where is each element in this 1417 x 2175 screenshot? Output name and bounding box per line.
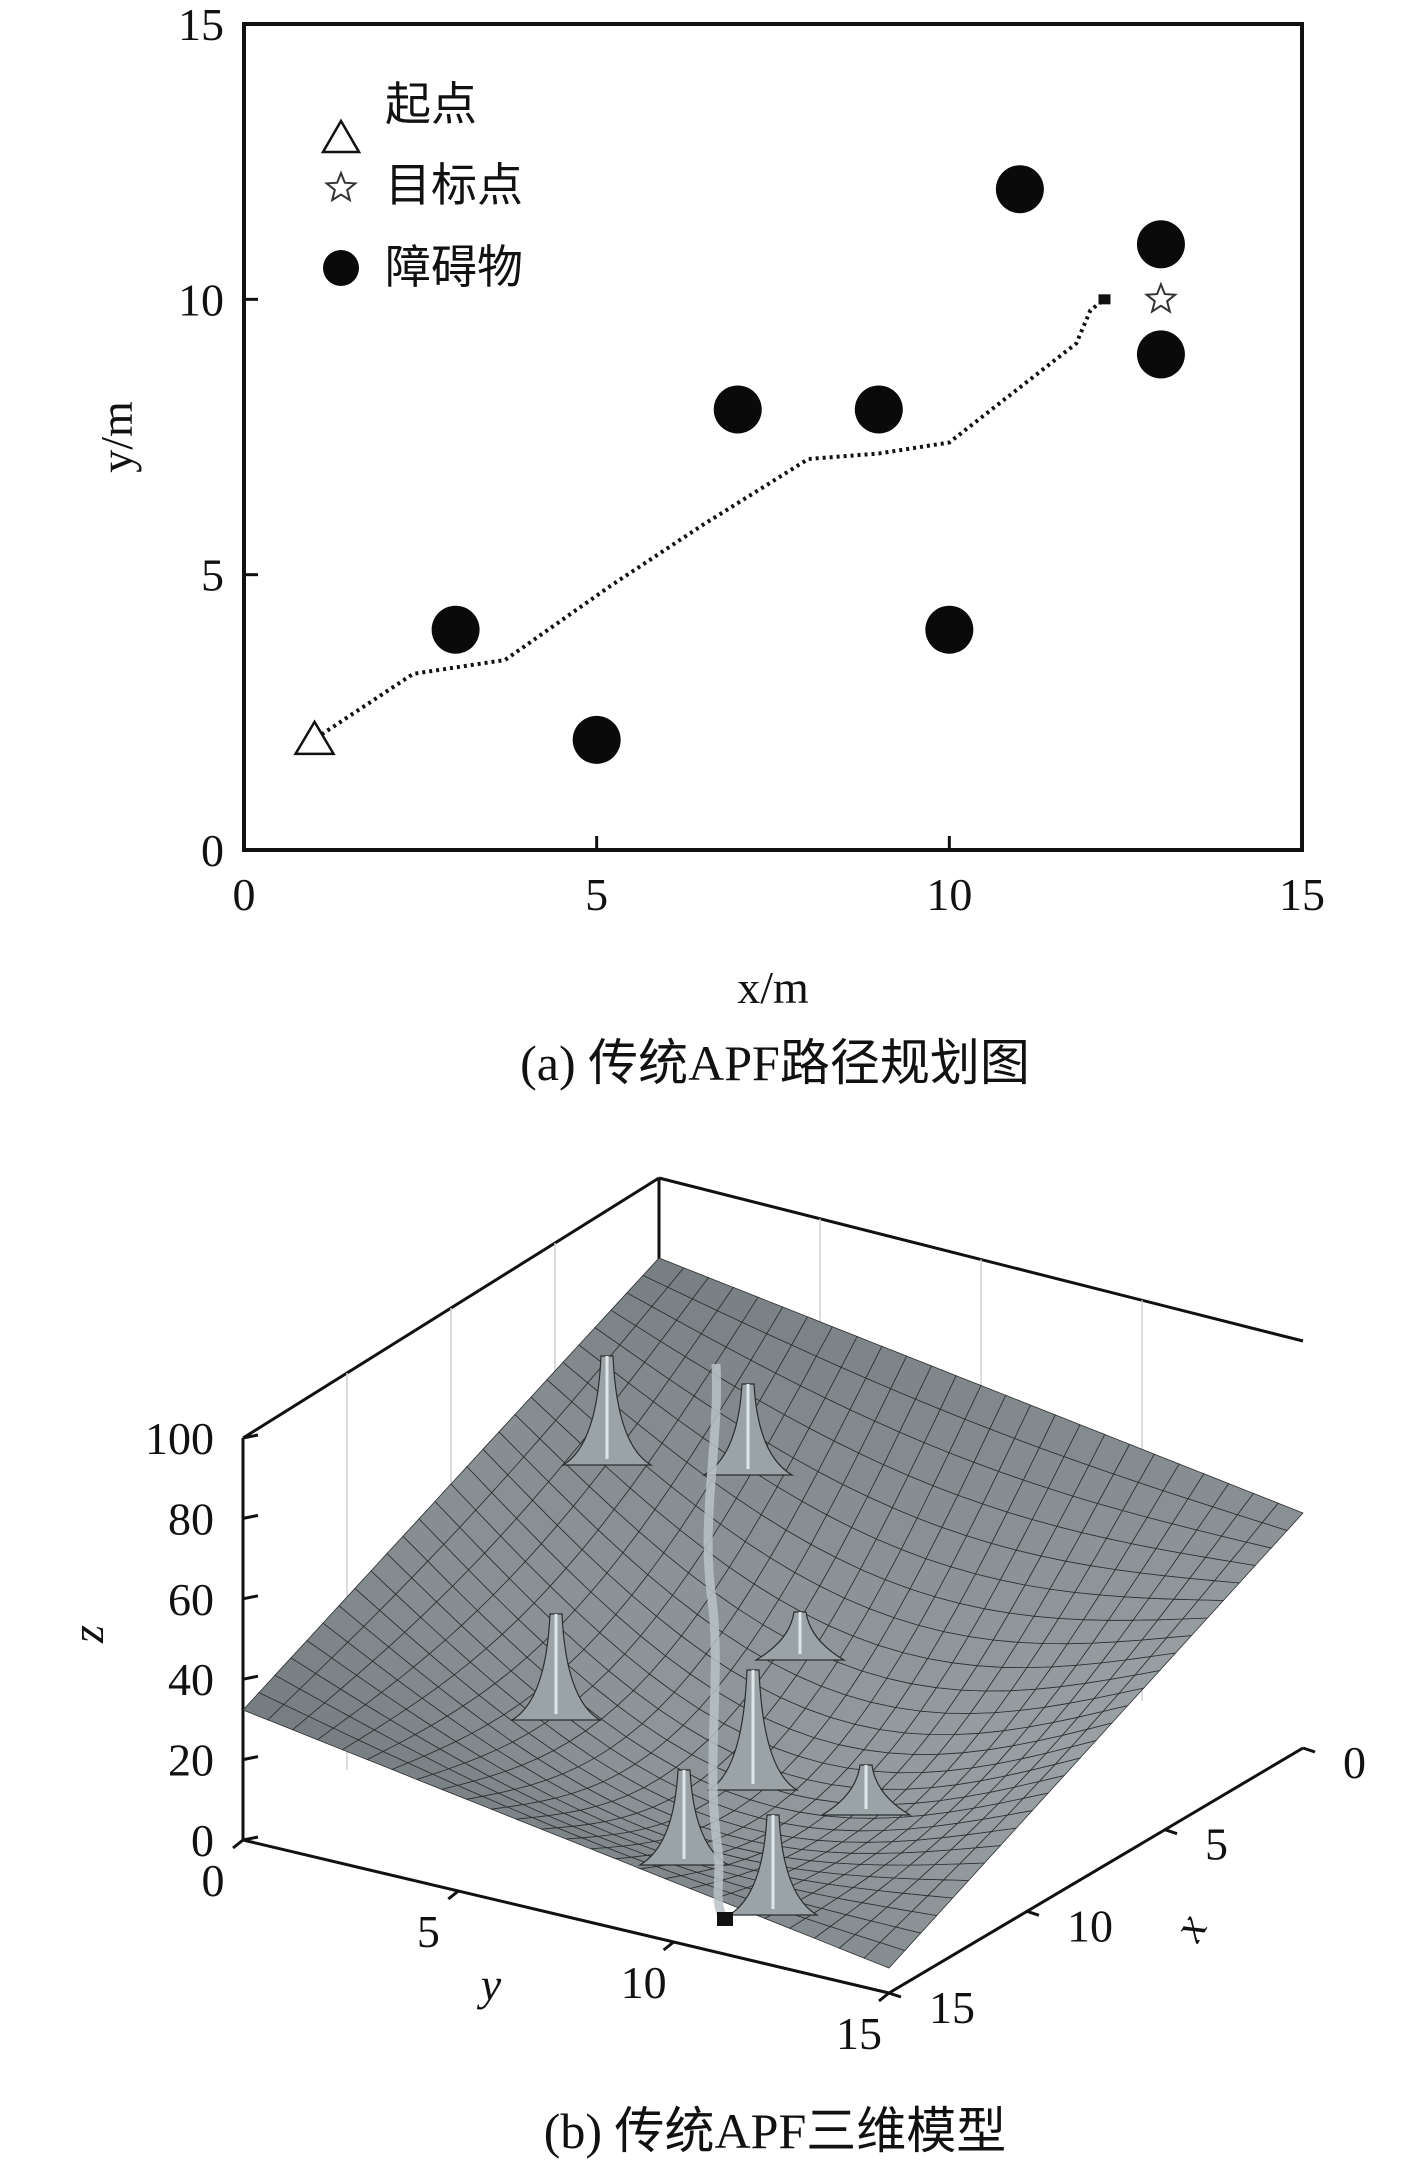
x-tick-label: 5 bbox=[585, 869, 608, 920]
path-end-marker bbox=[717, 1912, 733, 1926]
y-tick-3d bbox=[662, 1940, 675, 1952]
z-tick-label: 20 bbox=[168, 1735, 214, 1786]
x-tick-label: 10 bbox=[926, 869, 972, 920]
y-tick-label-3d: 15 bbox=[836, 2008, 882, 2059]
path-end-point bbox=[1098, 294, 1111, 305]
x-tick-label: 0 bbox=[233, 869, 256, 920]
x-axis-label-3d: x bbox=[1162, 1905, 1217, 1950]
x-tick-3d bbox=[1302, 1746, 1316, 1754]
x-tick-label: 15 bbox=[1279, 869, 1325, 920]
legend: 起点 目标点 障碍物 bbox=[320, 77, 523, 294]
z-tick bbox=[242, 1674, 259, 1681]
legend-obstacle-circle-icon bbox=[323, 250, 359, 286]
y-axis-label-3d: y bbox=[477, 1959, 502, 2010]
obstacle-point bbox=[854, 385, 903, 434]
z-tick bbox=[242, 1513, 259, 1520]
start-triangle-icon bbox=[293, 719, 336, 756]
plot-frame bbox=[242, 22, 1304, 852]
legend-goal-star-icon bbox=[324, 170, 358, 203]
obstacle-point bbox=[572, 715, 621, 764]
z-axis-ticks: 0 20 40 60 80 100 bbox=[145, 1413, 259, 1866]
legend-label-goal: 目标点 bbox=[385, 158, 523, 212]
caption-a: (a) 传统APF路径规划图 bbox=[520, 1035, 1030, 1091]
z-axis-label: z bbox=[62, 1625, 113, 1644]
goal-marker bbox=[1144, 281, 1178, 314]
z-tick-label: 100 bbox=[145, 1413, 214, 1464]
z-tick-label: 60 bbox=[168, 1574, 214, 1625]
obstacle-point bbox=[713, 385, 762, 434]
x-tick-3d bbox=[1164, 1828, 1178, 1836]
front-box-edges bbox=[242, 1746, 1304, 1995]
obstacle-point bbox=[431, 605, 480, 654]
obstacle-peaks bbox=[509, 1355, 913, 1916]
y-tick-label: 10 bbox=[178, 274, 224, 325]
y-tick-3d bbox=[447, 1889, 460, 1901]
caption-b: (b) 传统APF三维模型 bbox=[544, 2103, 1007, 2159]
path-line bbox=[320, 297, 1106, 737]
goal-star-icon bbox=[1144, 281, 1178, 314]
obstacles bbox=[431, 165, 1185, 764]
z-tick bbox=[242, 1755, 259, 1762]
obstacle-point bbox=[925, 605, 974, 654]
x-tick-3d bbox=[888, 1991, 902, 1999]
z-tick bbox=[242, 1594, 259, 1601]
z-tick-label: 40 bbox=[168, 1654, 214, 1705]
y-tick-label-3d: 5 bbox=[417, 1906, 440, 1957]
obstacle-point bbox=[1136, 220, 1185, 269]
legend-start-triangle-icon bbox=[320, 118, 362, 154]
z-tick bbox=[242, 1835, 259, 1842]
y-axis-label: y/m bbox=[91, 401, 142, 473]
obstacle-point bbox=[1136, 330, 1185, 379]
x-tick-label-3d: 0 bbox=[1343, 1737, 1366, 1788]
path-ridge bbox=[703, 1363, 730, 1925]
potential-field-3d-chart: 0 20 40 60 80 100 0 5 10 15 0 5 10 15 z y x (b) 传统A… bbox=[62, 1176, 1366, 2159]
y-axis-ticks: 0 5 10 15 bbox=[178, 0, 258, 876]
z-tick-label: 80 bbox=[168, 1493, 214, 1544]
y-tick-label-3d: 0 bbox=[202, 1855, 225, 1906]
y-axis-ticks-3d: 0 5 10 15 bbox=[202, 1838, 890, 2059]
x-axis-ticks: 0 5 10 15 bbox=[233, 836, 1325, 920]
x-tick-3d bbox=[1026, 1909, 1040, 1917]
legend-label-start: 起点 bbox=[385, 77, 477, 131]
y-tick-3d bbox=[232, 1838, 244, 1850]
start-marker bbox=[293, 719, 336, 756]
y-tick-label: 0 bbox=[201, 825, 224, 876]
x-tick-label-3d: 5 bbox=[1205, 1819, 1228, 1870]
x-tick-label-3d: 15 bbox=[929, 1982, 975, 2033]
y-tick-label-3d: 10 bbox=[621, 1957, 667, 2008]
x-tick-label-3d: 10 bbox=[1067, 1900, 1113, 1951]
path-planning-chart: 0 5 10 15 0 5 10 15 起点 目标点 障碍物 x/m y/m (a) 传统A… bbox=[91, 0, 1325, 1091]
y-tick-label: 5 bbox=[201, 550, 224, 601]
surface-patch bbox=[1261, 1502, 1304, 1531]
z-tick-label: 0 bbox=[191, 1815, 214, 1866]
obstacle-point bbox=[995, 165, 1044, 214]
y-tick-label: 15 bbox=[178, 0, 224, 50]
planned-path bbox=[320, 294, 1111, 737]
x-axis-label: x/m bbox=[737, 962, 809, 1013]
legend-label-obstacle: 障碍物 bbox=[385, 240, 523, 294]
y-tick-3d bbox=[878, 1991, 890, 2003]
z-tick bbox=[242, 1433, 259, 1440]
x-axis-ticks-3d: 0 5 10 15 bbox=[888, 1737, 1366, 2033]
